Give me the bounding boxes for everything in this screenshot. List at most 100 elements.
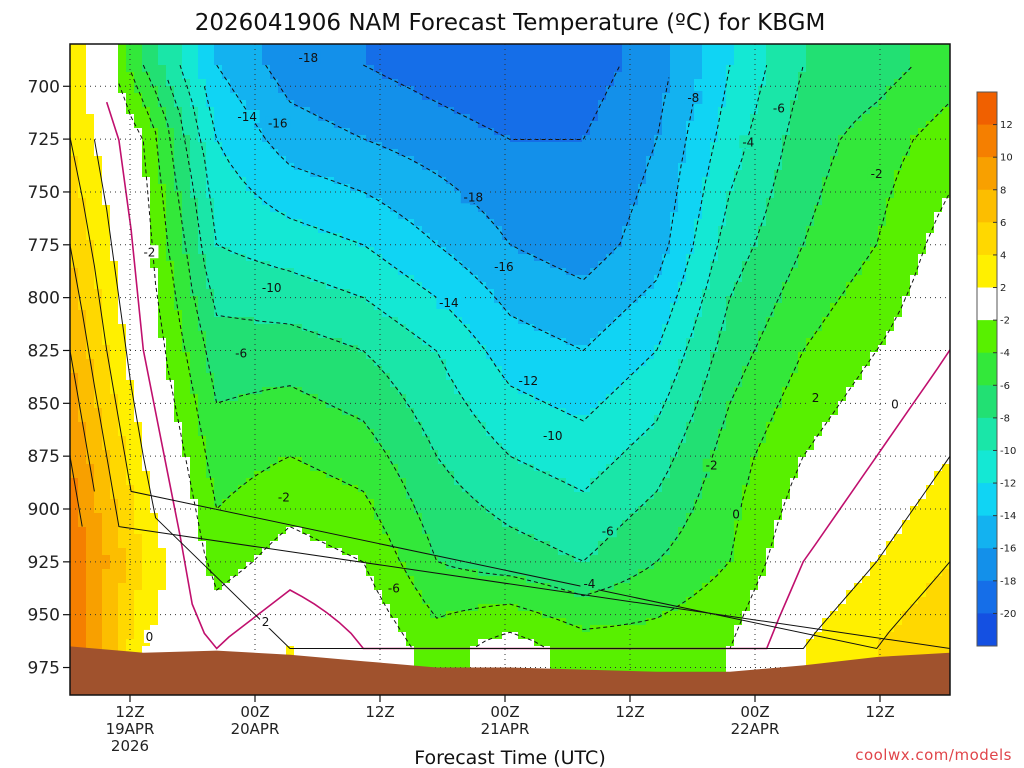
- field-cell: [310, 65, 319, 73]
- field-cell: [358, 366, 367, 374]
- field-cell: [70, 289, 79, 297]
- field-cell: [390, 387, 399, 395]
- field-cell: [86, 205, 95, 213]
- field-cell: [302, 548, 311, 556]
- field-cell: [446, 226, 455, 234]
- field-cell: [214, 282, 223, 290]
- field-cell: [462, 611, 471, 619]
- field-cell: [222, 93, 231, 101]
- field-cell: [166, 65, 175, 73]
- field-cell: [86, 275, 95, 283]
- field-cell: [326, 121, 335, 129]
- field-cell: [358, 611, 367, 619]
- field-cell: [174, 282, 183, 290]
- field-cell: [494, 205, 503, 213]
- field-cell: [158, 380, 167, 388]
- field-cell: [254, 562, 263, 570]
- field-cell: [230, 639, 239, 647]
- field-cell: [358, 191, 367, 199]
- field-cell: [142, 93, 151, 101]
- field-cell: [286, 303, 295, 311]
- field-cell: [230, 79, 239, 87]
- field-cell: [110, 310, 119, 318]
- field-cell: [358, 198, 367, 206]
- field-cell: [166, 366, 175, 374]
- field-cell: [150, 142, 159, 150]
- field-cell: [334, 527, 343, 535]
- field-cell: [158, 639, 167, 647]
- field-cell: [302, 107, 311, 115]
- field-cell: [94, 394, 103, 402]
- field-cell: [174, 93, 183, 101]
- field-cell: [198, 646, 207, 654]
- field-cell: [366, 303, 375, 311]
- field-cell: [462, 51, 471, 59]
- field-cell: [382, 576, 391, 584]
- field-cell: [382, 352, 391, 360]
- field-cell: [70, 219, 79, 227]
- field-cell: [166, 282, 175, 290]
- field-cell: [454, 422, 463, 430]
- field-cell: [158, 331, 167, 339]
- field-cell: [342, 135, 351, 143]
- field-cell: [102, 604, 111, 612]
- field-cell: [102, 436, 111, 444]
- field-cell: [118, 492, 127, 500]
- field-cell: [430, 436, 439, 444]
- field-cell: [174, 184, 183, 192]
- field-cell: [110, 583, 119, 591]
- field-cell: [470, 387, 479, 395]
- field-cell: [206, 121, 215, 129]
- field-cell: [430, 58, 439, 66]
- field-cell: [318, 513, 327, 521]
- field-cell: [326, 527, 335, 535]
- field-cell: [166, 394, 175, 402]
- field-cell: [326, 51, 335, 59]
- field-cell: [350, 352, 359, 360]
- field-cell: [294, 275, 303, 283]
- field-cell: [422, 646, 431, 654]
- field-cell: [374, 58, 383, 66]
- field-cell: [390, 44, 399, 52]
- field-cell: [94, 317, 103, 325]
- field-cell: [470, 317, 479, 325]
- field-cell: [430, 275, 439, 283]
- field-cell: [358, 296, 367, 304]
- field-cell: [318, 394, 327, 402]
- field-cell: [414, 506, 423, 514]
- field-cell: [238, 51, 247, 59]
- field-cell: [206, 548, 215, 556]
- field-cell: [398, 534, 407, 542]
- field-cell: [390, 170, 399, 178]
- field-cell: [262, 240, 271, 248]
- field-cell: [134, 590, 143, 598]
- field-cell: [238, 359, 247, 367]
- field-cell: [206, 86, 215, 94]
- field-cell: [358, 240, 367, 248]
- field-cell: [374, 569, 383, 577]
- field-cell: [414, 590, 423, 598]
- field-cell: [270, 576, 279, 584]
- field-cell: [254, 261, 263, 269]
- field-cell: [118, 205, 127, 213]
- field-cell: [206, 387, 215, 395]
- field-cell: [238, 58, 247, 66]
- field-cell: [278, 450, 287, 458]
- field-cell: [142, 177, 151, 185]
- field-cell: [454, 282, 463, 290]
- field-cell: [174, 219, 183, 227]
- field-cell: [286, 485, 295, 493]
- field-cell: [390, 541, 399, 549]
- field-cell: [382, 513, 391, 521]
- field-cell: [222, 366, 231, 374]
- field-cell: [302, 436, 311, 444]
- field-cell: [270, 240, 279, 248]
- field-cell: [174, 478, 183, 486]
- field-cell: [118, 100, 127, 108]
- field-cell: [142, 548, 151, 556]
- field-cell: [358, 555, 367, 563]
- field-cell: [166, 205, 175, 213]
- field-cell: [174, 275, 183, 283]
- field-cell: [294, 282, 303, 290]
- field-cell: [158, 387, 167, 395]
